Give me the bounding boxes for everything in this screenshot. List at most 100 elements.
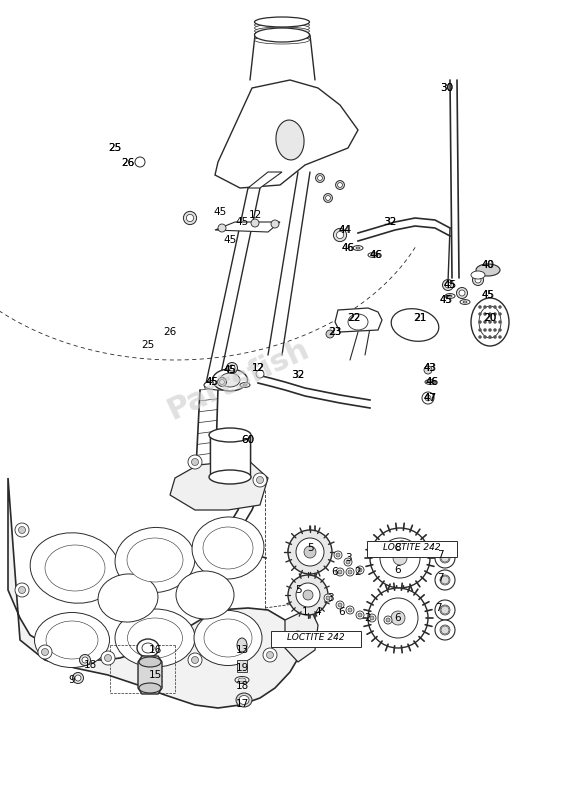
- Ellipse shape: [336, 180, 344, 189]
- Ellipse shape: [80, 654, 90, 665]
- Text: 7: 7: [437, 573, 443, 583]
- Text: 45: 45: [482, 290, 494, 300]
- Circle shape: [191, 459, 198, 465]
- Ellipse shape: [440, 605, 450, 615]
- Circle shape: [135, 157, 145, 167]
- Ellipse shape: [220, 373, 240, 387]
- Circle shape: [399, 545, 405, 551]
- Circle shape: [257, 476, 264, 483]
- Circle shape: [19, 527, 26, 533]
- Ellipse shape: [203, 527, 253, 569]
- Text: 2: 2: [365, 613, 371, 623]
- Text: 12: 12: [252, 363, 264, 373]
- Circle shape: [356, 566, 364, 574]
- Circle shape: [483, 328, 487, 331]
- Circle shape: [499, 320, 502, 324]
- Circle shape: [336, 553, 340, 557]
- Text: 7: 7: [435, 603, 441, 613]
- Ellipse shape: [45, 545, 105, 591]
- Text: 1: 1: [302, 607, 308, 617]
- Circle shape: [263, 648, 277, 662]
- Circle shape: [488, 328, 491, 331]
- Text: 43: 43: [424, 363, 436, 373]
- Circle shape: [271, 220, 279, 228]
- Circle shape: [494, 335, 496, 339]
- Polygon shape: [170, 460, 268, 510]
- Text: 32: 32: [291, 370, 304, 380]
- Circle shape: [499, 335, 502, 339]
- Text: 25: 25: [108, 143, 122, 153]
- Circle shape: [291, 547, 299, 554]
- Circle shape: [348, 570, 352, 574]
- Ellipse shape: [218, 377, 227, 386]
- Text: 6: 6: [395, 613, 402, 623]
- Ellipse shape: [98, 574, 158, 622]
- Ellipse shape: [368, 252, 378, 257]
- Ellipse shape: [254, 30, 310, 38]
- Bar: [237, 660, 247, 672]
- Circle shape: [499, 328, 502, 331]
- Ellipse shape: [333, 229, 346, 241]
- Text: 18: 18: [83, 660, 97, 670]
- Circle shape: [334, 551, 342, 559]
- Bar: [210, 435, 250, 477]
- Circle shape: [483, 312, 487, 316]
- Text: 8: 8: [395, 543, 402, 553]
- Circle shape: [105, 654, 111, 661]
- Ellipse shape: [276, 120, 304, 160]
- Circle shape: [358, 568, 362, 572]
- Ellipse shape: [35, 612, 110, 668]
- Circle shape: [494, 305, 496, 308]
- Circle shape: [291, 631, 305, 645]
- Ellipse shape: [435, 600, 455, 620]
- Ellipse shape: [227, 362, 237, 373]
- Ellipse shape: [442, 279, 453, 290]
- Circle shape: [380, 538, 420, 578]
- Circle shape: [348, 608, 352, 612]
- Ellipse shape: [476, 264, 500, 276]
- Ellipse shape: [127, 618, 182, 658]
- Ellipse shape: [356, 247, 360, 249]
- Circle shape: [422, 392, 434, 404]
- Circle shape: [266, 652, 274, 658]
- Text: 15: 15: [148, 670, 162, 680]
- Text: 6: 6: [395, 565, 402, 575]
- Ellipse shape: [398, 544, 406, 552]
- Circle shape: [441, 554, 449, 562]
- Ellipse shape: [459, 290, 465, 296]
- Text: 13: 13: [235, 645, 249, 655]
- Ellipse shape: [30, 533, 120, 604]
- Circle shape: [288, 543, 302, 557]
- Ellipse shape: [139, 657, 161, 667]
- Ellipse shape: [471, 298, 509, 346]
- Circle shape: [393, 551, 407, 565]
- Ellipse shape: [479, 306, 501, 338]
- Ellipse shape: [142, 643, 154, 653]
- Text: 60: 60: [241, 435, 254, 445]
- Ellipse shape: [239, 695, 249, 705]
- Text: 32: 32: [383, 217, 396, 227]
- Ellipse shape: [435, 548, 455, 568]
- Ellipse shape: [435, 620, 455, 640]
- Ellipse shape: [440, 553, 450, 563]
- Ellipse shape: [254, 17, 310, 27]
- Text: 45: 45: [481, 290, 495, 300]
- Circle shape: [368, 614, 376, 622]
- Text: 19: 19: [235, 663, 249, 673]
- Polygon shape: [248, 172, 282, 188]
- Circle shape: [288, 530, 332, 574]
- Ellipse shape: [236, 693, 252, 707]
- Text: 21: 21: [414, 313, 427, 323]
- Circle shape: [478, 328, 482, 331]
- Text: 26: 26: [164, 327, 177, 337]
- Ellipse shape: [254, 33, 310, 41]
- Circle shape: [478, 320, 482, 324]
- Ellipse shape: [348, 314, 368, 330]
- Ellipse shape: [337, 183, 343, 187]
- Text: 45: 45: [444, 280, 456, 290]
- Circle shape: [326, 596, 330, 600]
- Circle shape: [368, 588, 428, 648]
- Text: 43: 43: [423, 363, 437, 373]
- Ellipse shape: [82, 657, 88, 663]
- Ellipse shape: [238, 678, 246, 682]
